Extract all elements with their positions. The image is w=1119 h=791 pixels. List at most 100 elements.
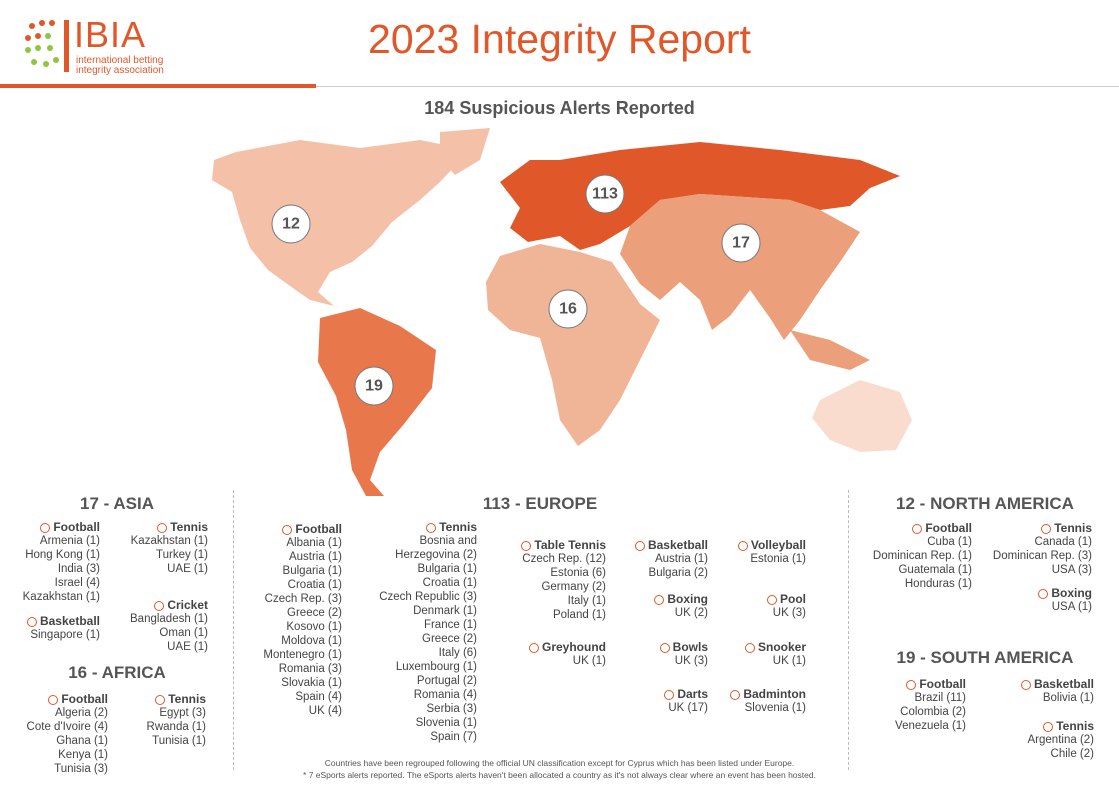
sport-name: Boxing [667, 592, 708, 606]
region-heading: 17 - ASIA [79, 494, 154, 513]
entry: Armenia (1) [39, 535, 100, 547]
africa [486, 244, 660, 446]
sport-icon [282, 525, 293, 535]
entry: Bulgaria (1) [417, 563, 477, 575]
header-rule [0, 84, 316, 88]
sport-icon [1020, 680, 1031, 690]
sport-block: Tennis Kazakhstan (1) Turkey (1) UAE (1) [108, 520, 208, 576]
sport-name: Badminton [743, 687, 806, 701]
entry: Denmark (1) [413, 605, 477, 617]
entry: Bulgaria (2) [648, 567, 708, 579]
region-badge [721, 223, 761, 263]
logo-mark [25, 20, 69, 72]
sport-icon [737, 541, 748, 551]
sport-name: Snooker [757, 640, 806, 654]
sport-block: Football Brazil (11) Colombia (2) Venezuela… [856, 677, 966, 733]
sport-header: Boxing [618, 592, 708, 606]
sport-name: Pool [780, 592, 806, 606]
sport-block: Football Cuba (1) Dominican Rep. (1) Guatem… [852, 521, 972, 591]
sport-block: Football Albania (1) Austria (1) Bulgaria (… [242, 522, 342, 718]
sport-name: Football [295, 522, 342, 536]
sport-icon [1043, 722, 1054, 732]
entry: Oman (1) [159, 627, 208, 639]
entry: Croatia (1) [287, 579, 342, 591]
sport-header: Volleyball [706, 538, 806, 552]
entry: Czech Rep. (12) [522, 553, 606, 565]
entry: Kazakhstan (1) [22, 591, 100, 603]
entry: Albania (1) [286, 537, 342, 549]
sport-header: Football [242, 522, 342, 536]
entry: Dominican Rep. (1) [872, 550, 972, 562]
entry: Bolivia (1) [1042, 692, 1094, 704]
entry: Romania (4) [413, 689, 477, 701]
sport-name: Tennis [1054, 521, 1092, 535]
sport-block: Basketball Bolivia (1) [984, 677, 1094, 705]
entry: Honduras (1) [904, 578, 972, 590]
sport-block: Tennis Canada (1) Dominican Rep. (3) USA (3… [972, 521, 1092, 577]
sport-name: Tennis [439, 520, 477, 534]
entry: USA (3) [1051, 564, 1092, 576]
region-count: 16 [559, 301, 577, 318]
entry: Bangladesh (1) [130, 613, 208, 625]
region-count: 12 [282, 216, 300, 233]
sport-name: Basketball [1033, 677, 1094, 691]
entry: Greece (2) [422, 633, 477, 645]
sport-icon [767, 595, 777, 605]
sport-header: Tennis [108, 520, 208, 534]
footnote: * 7 eSports alerts reported. The eSports… [303, 770, 816, 780]
region-badge [585, 174, 625, 214]
sport-icon [730, 690, 741, 700]
map-title: 184 Suspicious Alerts Reported [424, 98, 695, 118]
entry: Spain (7) [430, 731, 477, 743]
north-america [212, 140, 470, 306]
greenland [440, 128, 490, 175]
entry: Slovakia (1) [281, 677, 342, 689]
entry: UAE (1) [167, 563, 208, 575]
world-map: 12 113 17 16 19 [212, 128, 912, 496]
entry: France (1) [423, 619, 477, 631]
entry: Ghana (1) [56, 735, 108, 747]
footnote: Countries have been regrouped following … [324, 758, 795, 768]
sport-name: Football [61, 692, 108, 706]
entry: Slovenia (1) [744, 702, 806, 714]
sport-icon [1038, 589, 1049, 599]
sport-header: Football [856, 677, 966, 691]
sport-name: Bowls [672, 640, 708, 654]
sport-block: Football Armenia (1) Hong Kong (1) India (3… [0, 520, 100, 604]
sport-icon [157, 523, 168, 533]
region-heading: 19 - SOUTH AMERICA [896, 648, 1074, 667]
sport-name: Table Tennis [534, 538, 606, 552]
sport-icon [654, 595, 665, 605]
entry: UK (3) [674, 655, 708, 667]
logo-subtitle: international betting [76, 55, 164, 66]
separator [848, 490, 849, 770]
region-badge [548, 289, 588, 329]
entry: Croatia (1) [422, 577, 477, 589]
sport-header: Basketball [0, 614, 100, 628]
entry: Bosnia and Herzegovina (2) [395, 535, 477, 561]
logo-name: IBIA [74, 14, 147, 55]
page-title: 2023 Integrity Report [368, 16, 751, 62]
entry: Kazakhstan (1) [130, 535, 208, 547]
sport-header: Cricket [108, 598, 208, 612]
entry: Venezuela (1) [895, 720, 966, 732]
sport-icon [154, 601, 165, 611]
separator [233, 490, 234, 770]
sport-block: Pool UK (3) [716, 592, 806, 620]
sport-icon [426, 523, 437, 533]
region-count: 17 [732, 235, 750, 252]
sport-icon [659, 643, 670, 653]
sport-name: Tennis [1056, 719, 1094, 733]
entry: Poland (1) [552, 609, 606, 621]
sport-icon [155, 695, 166, 705]
region-count: 19 [365, 378, 383, 395]
sport-header: Bowls [618, 640, 708, 654]
entry: India (3) [57, 563, 100, 575]
entry: UAE (1) [167, 641, 208, 653]
sport-block: Basketball Austria (1) Bulgaria (2) [608, 538, 708, 580]
sport-block: Greyhound UK (1) [506, 640, 606, 668]
entry: UK (3) [772, 607, 806, 619]
sport-block: Table Tennis Czech Rep. (12) Estonia (6) Ge… [506, 538, 606, 622]
sport-header: Tennis [369, 520, 477, 534]
sport-block: Tennis Egypt (3) Rwanda (1) Tunisia (1) [106, 692, 206, 748]
